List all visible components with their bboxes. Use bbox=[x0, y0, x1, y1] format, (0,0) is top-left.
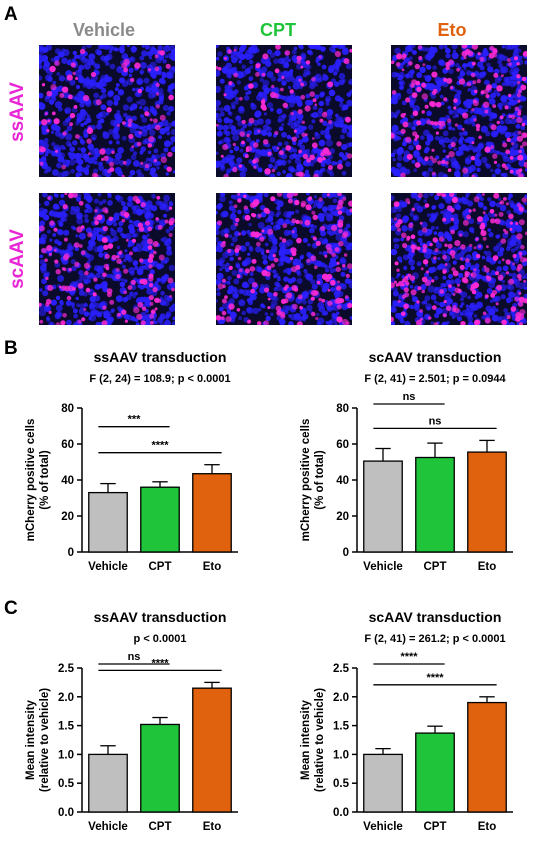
micrograph-ssaav-eto bbox=[391, 45, 527, 177]
y-tick-label: 20 bbox=[61, 511, 74, 523]
bar-cpt bbox=[415, 732, 455, 813]
y-tick-label: 60 bbox=[61, 439, 74, 451]
chart-c-ssaav: ssAAV transduction p < 0.0001 Mean intensi… bbox=[25, 609, 238, 833]
y-axis-label: mCherry positive cells (% of total) bbox=[300, 419, 326, 542]
x-tick-label: CPT bbox=[149, 561, 172, 573]
y-tick-label: 60 bbox=[336, 439, 349, 451]
y-tick-label: 2.0 bbox=[333, 692, 349, 704]
chart-subtitle: F (2, 41) = 2.501; p = 0.0944 bbox=[364, 373, 506, 385]
x-tick-label: Vehicle bbox=[88, 561, 128, 573]
chart-title: ssAAV transduction bbox=[94, 609, 227, 625]
chart-subtitle: F (2, 24) = 108.9; p < 0.0001 bbox=[89, 373, 230, 385]
y-axis-label: Mean intensity (relative to vehicle) bbox=[300, 688, 326, 792]
significance-label: *** bbox=[128, 414, 142, 426]
chart-c-scaav: scAAV transduction F (2, 41) = 261.2; p <… bbox=[300, 609, 513, 833]
x-tick-label: Vehicle bbox=[363, 821, 403, 833]
panel-letter-a: A bbox=[4, 4, 18, 25]
x-tick-label: Eto bbox=[203, 561, 222, 573]
y-tick-label: 1.0 bbox=[333, 749, 349, 761]
bar-eto bbox=[467, 701, 507, 813]
significance-label: **** bbox=[400, 651, 418, 663]
micrograph-ssaav-vehicle bbox=[39, 45, 175, 177]
y-tick-label: 80 bbox=[336, 403, 349, 415]
chart-title: scAAV transduction bbox=[369, 349, 502, 365]
bar-vehicle bbox=[88, 753, 128, 813]
x-tick-label: CPT bbox=[149, 821, 172, 833]
column-header-cpt: CPT bbox=[260, 20, 296, 40]
y-tick-label: 0.0 bbox=[58, 807, 74, 819]
significance-label: **** bbox=[426, 672, 444, 684]
bar-vehicle bbox=[363, 460, 403, 553]
x-tick-label: CPT bbox=[424, 561, 447, 573]
micrograph-ssaav-cpt bbox=[216, 45, 352, 177]
micrograph-scaav-vehicle bbox=[39, 193, 175, 325]
y-tick-label: 2.5 bbox=[58, 663, 75, 675]
significance-label: **** bbox=[151, 657, 169, 669]
micrograph-scaav-cpt bbox=[216, 193, 352, 325]
bar-eto bbox=[192, 687, 232, 813]
x-tick-label: Vehicle bbox=[363, 561, 403, 573]
y-tick-label: 0.5 bbox=[333, 778, 350, 790]
bar-eto bbox=[467, 451, 507, 553]
y-tick-label: 1.0 bbox=[58, 749, 74, 761]
chart-subtitle: p < 0.0001 bbox=[134, 633, 187, 645]
y-tick-label: 2.0 bbox=[58, 692, 74, 704]
x-tick-label: Eto bbox=[478, 561, 497, 573]
y-tick-label: 80 bbox=[61, 403, 74, 415]
column-header-eto: Eto bbox=[437, 20, 467, 40]
row-label-scaav: scAAV bbox=[7, 229, 28, 289]
significance-label: ns bbox=[128, 651, 141, 663]
bar-vehicle bbox=[88, 491, 128, 553]
column-header-vehicle: Vehicle bbox=[72, 20, 136, 40]
y-tick-label: 0 bbox=[68, 547, 74, 559]
panel-letter-b: B bbox=[4, 338, 18, 359]
chart-subtitle: F (2, 41) = 261.2; p < 0.0001 bbox=[364, 633, 505, 645]
x-tick-label: Vehicle bbox=[88, 821, 128, 833]
y-axis-label: Mean intensity (relative to vehicle) bbox=[25, 688, 51, 792]
bar-cpt bbox=[140, 723, 180, 813]
chart-title: ssAAV transduction bbox=[94, 349, 227, 365]
x-tick-label: Eto bbox=[203, 821, 222, 833]
chart-b-ssaav: ssAAV transduction F (2, 24) = 108.9; p <… bbox=[25, 349, 238, 573]
panel-letter-c: C bbox=[4, 598, 18, 619]
y-tick-label: 1.5 bbox=[58, 721, 75, 733]
y-tick-label: 20 bbox=[336, 511, 349, 523]
y-tick-label: 0.5 bbox=[58, 778, 75, 790]
significance-label: ns bbox=[429, 415, 442, 427]
y-tick-label: 1.5 bbox=[333, 721, 350, 733]
significance-label: ns bbox=[403, 391, 416, 403]
x-tick-label: Eto bbox=[478, 821, 497, 833]
y-axis-label: mCherry positive cells (% of total) bbox=[25, 419, 51, 542]
bar-cpt bbox=[415, 456, 455, 553]
bar-vehicle bbox=[363, 753, 403, 813]
y-tick-label: 0 bbox=[343, 547, 349, 559]
chart-b-scaav: scAAV transduction F (2, 41) = 2.501; p =… bbox=[300, 349, 513, 573]
y-tick-label: 40 bbox=[61, 475, 74, 487]
bar-cpt bbox=[140, 486, 180, 553]
bar-eto bbox=[192, 473, 232, 553]
y-tick-label: 0.0 bbox=[333, 807, 349, 819]
significance-label: **** bbox=[151, 440, 169, 452]
row-label-ssaav: ssAAV bbox=[7, 82, 28, 142]
x-tick-label: CPT bbox=[424, 821, 447, 833]
y-tick-label: 40 bbox=[336, 475, 349, 487]
y-tick-label: 2.5 bbox=[333, 663, 350, 675]
micrograph-scaav-eto bbox=[391, 193, 527, 325]
chart-title: scAAV transduction bbox=[369, 609, 502, 625]
